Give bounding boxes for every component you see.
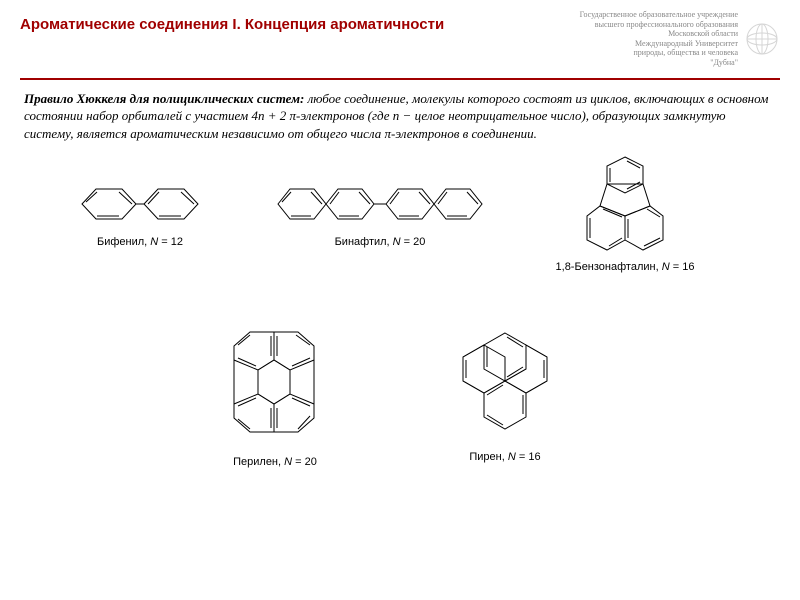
pyrene-structure	[448, 327, 563, 447]
logo-line: "Дубна"	[580, 58, 738, 68]
divider	[20, 78, 780, 80]
fig-label: Перилен, N = 20	[190, 456, 360, 468]
paragraph-lead: Правило Хюккеля для полициклических сист…	[24, 91, 304, 106]
mol-name: 1,8-Бензонафталин	[556, 261, 656, 273]
fig-label: 1,8-Бензонафталин, N = 16	[540, 261, 710, 273]
fig-pyrene: Пирен, N = 16	[430, 327, 580, 463]
mol-name: Бинафтил	[335, 236, 387, 248]
fig-label: Бифенил, N = 12	[60, 236, 220, 248]
benzonaphth-structure	[565, 152, 685, 257]
fig-benzonaphth: 1,8-Бензонафталин, N = 16	[540, 152, 710, 273]
perylene-structure	[210, 312, 340, 452]
fig-label: Пирен, N = 16	[430, 451, 580, 463]
mol-N: 16	[528, 451, 540, 463]
logo-line: Московской области	[580, 29, 738, 39]
mol-name: Перилен	[233, 456, 278, 468]
biphenyl-structure	[70, 177, 210, 232]
logo-text: Государственное образовательное учрежден…	[580, 10, 738, 68]
mol-name: Пирен	[469, 451, 501, 463]
fig-biphenyl: Бифенил, N = 12	[60, 177, 220, 248]
header: Ароматические соединения I. Концепция ар…	[0, 0, 800, 68]
page-title: Ароматические соединения I. Концепция ар…	[20, 16, 444, 33]
fig-binaphthyl: Бинафтил, N = 20	[270, 177, 490, 248]
fig-perylene: Перилен, N = 20	[190, 312, 360, 468]
globe-icon	[744, 21, 780, 57]
logo-block: Государственное образовательное учрежден…	[580, 10, 780, 68]
logo-line: природы, общества и человека	[580, 48, 738, 58]
mol-N: 12	[171, 236, 183, 248]
binaphthyl-structure	[270, 177, 490, 232]
logo-line: высшего профессионального образования	[580, 20, 738, 30]
mol-N: 20	[305, 456, 317, 468]
mol-N: 16	[682, 261, 694, 273]
fig-label: Бинафтил, N = 20	[270, 236, 490, 248]
logo-line: Государственное образовательное учрежден…	[580, 10, 738, 20]
mol-name: Бифенил	[97, 236, 144, 248]
logo-line: Международный Университет	[580, 39, 738, 49]
paragraph: Правило Хюккеля для полициклических сист…	[24, 90, 776, 143]
mol-N: 20	[413, 236, 425, 248]
